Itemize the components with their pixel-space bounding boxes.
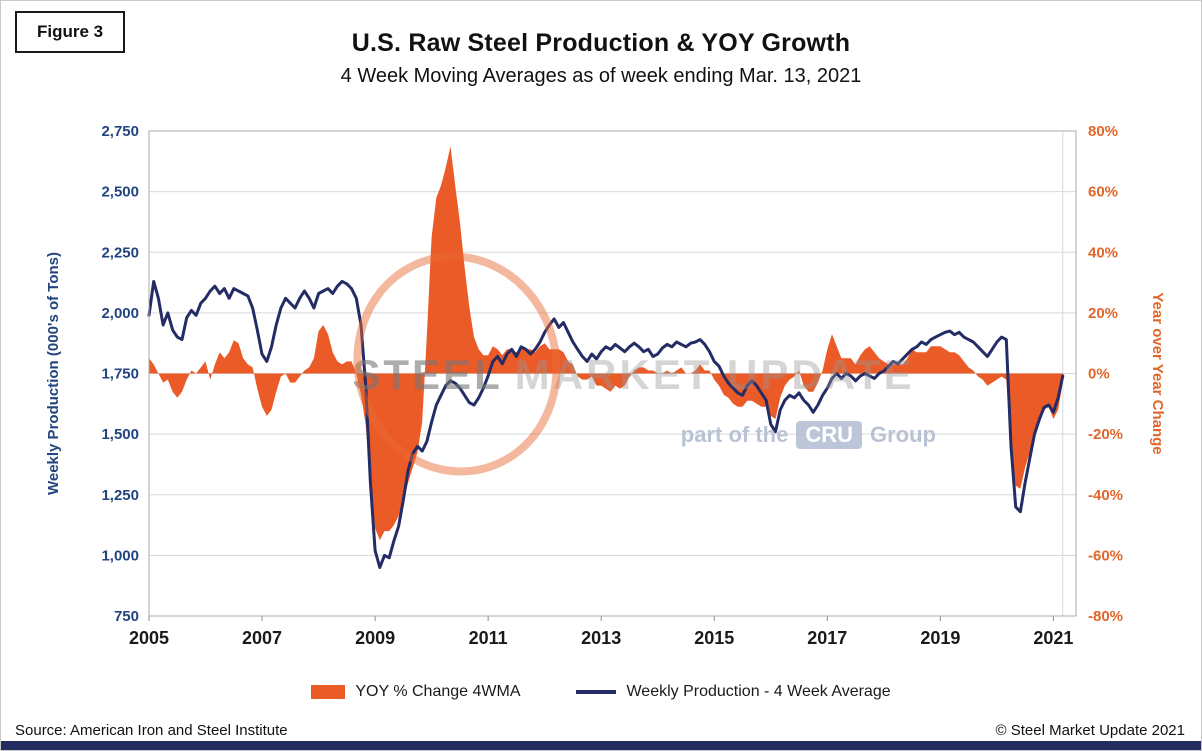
- chart-canvas: 750 1,000 1,250 1,500 1,750 2,000 2,250 2,500 2,…: [45, 123, 1166, 648]
- svg-text:80%: 80%: [1088, 123, 1118, 140]
- svg-text:-40%: -40%: [1088, 487, 1123, 504]
- chart-header: U.S. Raw Steel Production & YOY Growth 4…: [1, 29, 1201, 88]
- svg-text:2,250: 2,250: [101, 244, 139, 261]
- svg-text:2021: 2021: [1033, 628, 1073, 648]
- svg-text:60%: 60%: [1088, 184, 1118, 201]
- svg-text:1,500: 1,500: [101, 426, 139, 443]
- production-legend-label: Weekly Production - 4 Week Average: [626, 683, 891, 700]
- page-subtitle: 4 Week Moving Averages as of week ending…: [340, 65, 862, 87]
- production-legend-swatch: [576, 690, 617, 694]
- svg-text:-80%: -80%: [1088, 608, 1123, 625]
- svg-text:-20%: -20%: [1088, 426, 1123, 443]
- right-axis-title: Year over Year Change: [1149, 292, 1166, 454]
- source-note: Source: American Iron and Steel Institut…: [15, 722, 288, 739]
- legend-item-yoy: YOY % Change 4WMA: [311, 683, 520, 701]
- plot-border: [148, 130, 1077, 617]
- x-axis-labels: 2005 2007 2009 2011 2013 2015 2017 2019 2021: [129, 616, 1073, 648]
- svg-text:40%: 40%: [1088, 244, 1118, 261]
- svg-text:2,500: 2,500: [101, 184, 139, 201]
- svg-text:0%: 0%: [1088, 366, 1110, 383]
- svg-text:2015: 2015: [694, 628, 734, 648]
- svg-text:2017: 2017: [807, 628, 847, 648]
- yoy-legend-swatch: [311, 685, 346, 699]
- yoy-legend-label: YOY % Change 4WMA: [355, 683, 521, 700]
- left-axis-title: Weekly Production (000's of Tons): [45, 252, 62, 495]
- page-title: U.S. Raw Steel Production & YOY Growth: [351, 29, 851, 57]
- svg-text:1,250: 1,250: [101, 487, 139, 504]
- chart-legend: YOY % Change 4WMA Weekly Production - 4 …: [1, 683, 1201, 701]
- svg-text:2,000: 2,000: [101, 305, 139, 322]
- svg-text:20%: 20%: [1088, 305, 1118, 322]
- svg-text:2009: 2009: [355, 628, 395, 648]
- svg-text:2005: 2005: [129, 628, 169, 648]
- copyright-note: © Steel Market Update 2021: [995, 722, 1186, 739]
- footer: Source: American Iron and Steel Institut…: [15, 722, 1185, 739]
- svg-text:2,750: 2,750: [101, 123, 139, 140]
- svg-text:2011: 2011: [469, 628, 508, 648]
- svg-text:750: 750: [114, 608, 139, 625]
- bottom-accent-bar: [1, 741, 1201, 750]
- svg-text:1,750: 1,750: [101, 366, 139, 383]
- production-line-series: [147, 279, 1065, 569]
- svg-text:2013: 2013: [581, 628, 621, 648]
- svg-text:1,000: 1,000: [101, 547, 139, 564]
- svg-text:-60%: -60%: [1088, 547, 1123, 564]
- y-axis-left-labels: 750 1,000 1,250 1,500 1,750 2,000 2,250 2,500 2,…: [101, 123, 139, 625]
- svg-text:2019: 2019: [920, 628, 960, 648]
- legend-item-production: Weekly Production - 4 Week Average: [576, 683, 891, 701]
- svg-text:2007: 2007: [242, 628, 282, 648]
- y-axis-right-labels: -80% -60% -40% -20% 0% 20% 40% 60% 80%: [1088, 123, 1123, 625]
- figure-badge: Figure 3: [15, 11, 126, 53]
- yoy-area-series: [149, 146, 1063, 541]
